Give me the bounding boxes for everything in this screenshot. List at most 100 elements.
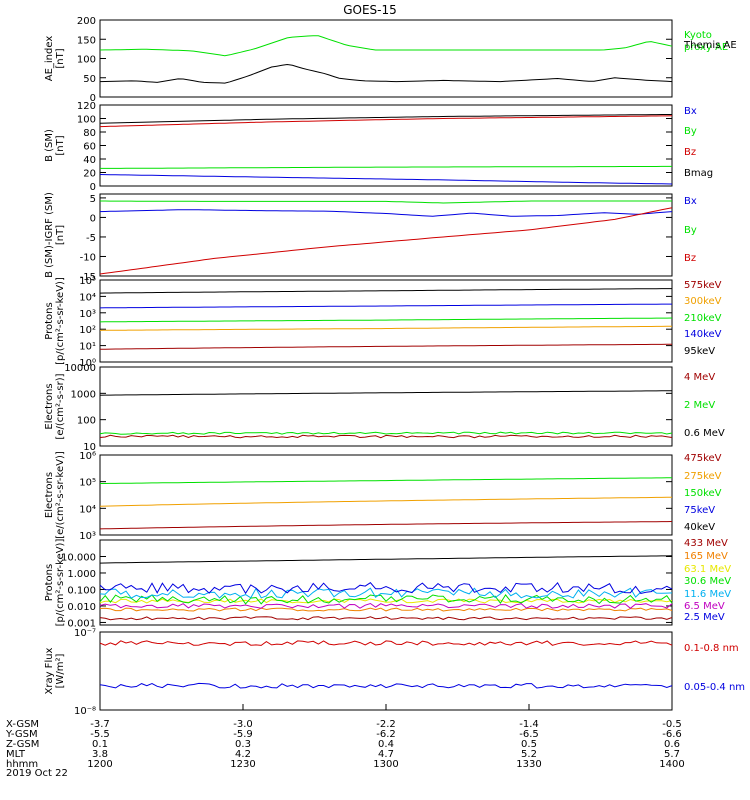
legend-entry: 11.6 MeV (684, 589, 731, 600)
y-tick-label: 10³ (79, 531, 96, 542)
ephemeris-value: 1230 (230, 759, 255, 770)
y-tick-label: 100 (77, 416, 96, 427)
series-line-475kev (99, 521, 673, 530)
legend-entry: 2 MeV (684, 400, 715, 411)
panel-frame (99, 279, 673, 363)
legend-entry: By (684, 225, 697, 236)
legend-entry: Bx (684, 106, 697, 117)
y-tick-label: 20 (83, 169, 96, 180)
legend-entry: By (684, 126, 697, 137)
legend-entry: 4 MeV (684, 372, 715, 383)
series-line-2-mev (99, 431, 673, 435)
ephemeris-value: -3.0 (233, 719, 253, 730)
y-tick-label: 0.100 (67, 585, 96, 596)
ephemeris-row-label: Y-GSM (5, 729, 38, 740)
legend-entry: 475keV (684, 453, 722, 464)
y-tick-label: 0.010 (67, 602, 96, 613)
series-line-2-5-mev-total (99, 555, 673, 564)
ephemeris-value: 0.3 (235, 739, 251, 750)
panel-xray: 10⁻⁸ 10⁻⁷ Xray Flux [W/m²] 0.1-0.8 nm 0.05-0.… (44, 628, 745, 717)
ephemeris-value: 1300 (373, 759, 398, 770)
legend-entry: 140keV (684, 329, 722, 340)
y-axis-label: [e/(cm²-s-sr)] (55, 373, 66, 439)
y-axis-label: Electrons (44, 383, 55, 429)
ephemeris-value: -6.6 (662, 729, 682, 740)
legend-entry: 150keV (684, 488, 722, 499)
ephemeris-row-label: MLT (6, 749, 26, 760)
legend-entry: 433 MeV (684, 538, 728, 549)
y-tick-label: 0.001 (67, 618, 96, 629)
legend-entry: 300keV (684, 296, 722, 307)
legend-entry: 63.1 MeV (684, 564, 731, 575)
series-line-433-mev (99, 616, 673, 621)
x-axis-ephemeris: X-GSM -3.7 -3.0 -2.2 -1.4 -0.5 Y-GSM -5.5 -5.9 -6… (5, 704, 685, 770)
y-tick-label: 10⁰ (79, 358, 96, 369)
series-line-bz (99, 115, 673, 128)
y-tick-label: 10⁴ (79, 504, 96, 515)
y-tick-label: 10⁻⁸ (74, 706, 96, 717)
series-line-0-1-0-8-nm (99, 640, 673, 647)
series-line-150kev (100, 477, 672, 484)
legend-entry: Themis AE (683, 40, 737, 51)
y-axis-label: [p/(cm²-s-sr-keV)] (55, 277, 66, 365)
ephemeris-value: -5.5 (90, 729, 110, 740)
panel-protons_mev: 0.001 0.010 0.100 1.000 10.000 Protons [p/(cm²… (44, 538, 731, 629)
y-axis-label: B (SM)-IGRF (SM) (44, 192, 55, 278)
ephemeris-value: -0.5 (662, 719, 682, 730)
ephemeris-value: 0.6 (664, 739, 680, 750)
series-line-30-6-mev (99, 594, 673, 605)
legend-entry: 2.5 MeV (684, 612, 725, 623)
legend-entry: 575keV (684, 280, 722, 291)
panel-electrons_kev: 10³ 10⁴ 10⁵ 10⁶ Electrons [e/(cm²-s-sr-keV)] 4… (44, 451, 722, 542)
series-line-140kev (99, 303, 672, 309)
y-tick-label: 60 (83, 142, 96, 153)
y-tick-label: 10¹ (79, 342, 96, 353)
ephemeris-value: 0.1 (92, 739, 108, 750)
y-tick-label: 50 (83, 74, 96, 85)
series-line-165-mev (99, 607, 673, 612)
y-axis-label: [nT] (55, 135, 66, 155)
series-line-275kev (99, 496, 672, 507)
legend-entry: 275keV (684, 471, 722, 482)
panel-electrons_mev: 10 100 1000 10000 Electrons [e/(cm²-s-sr)] 4 M… (44, 363, 725, 453)
y-axis-label: Electrons (44, 472, 55, 518)
series-line-0-6-mev (99, 390, 672, 396)
legend-entry: 6.5 MeV (684, 601, 725, 612)
ephemeris-value: -6.5 (519, 729, 539, 740)
ephemeris-row-label: hhmm (6, 759, 38, 770)
y-axis-label: Protons (44, 564, 55, 601)
series-line-bmag (99, 114, 672, 124)
y-tick-label: 200 (77, 16, 96, 27)
panel-bsm: 0 20 40 60 80 100 120 B (SM) [nT] Bx By Bz Bmag (44, 101, 713, 193)
ephemeris-value: 0.5 (521, 739, 537, 750)
legend-entry: Bx (684, 196, 697, 207)
legend-entry: Bz (684, 253, 696, 264)
ephemeris-value: -5.9 (233, 729, 253, 740)
y-tick-label: 10.000 (61, 552, 96, 563)
series-line-themis-ae (99, 63, 673, 84)
y-axis-label: [nT] (55, 225, 66, 245)
ephemeris-value: 5.2 (521, 749, 537, 760)
legend-entry: 0.1-0.8 nm (684, 643, 739, 654)
panel-bigrf: -15 -10 -5 0 5 B (SM)-IGRF (SM) [nT] Bx By Bz (44, 192, 697, 283)
y-axis-label: Protons (44, 302, 55, 339)
ephemeris-value: -1.4 (519, 719, 539, 730)
y-axis-label: B (SM) (44, 129, 55, 162)
series-line-bx (99, 209, 673, 217)
y-tick-label: 150 (77, 35, 96, 46)
y-tick-label: 10⁵ (79, 276, 96, 287)
y-tick-label: 0 (90, 213, 96, 224)
y-axis-label: [nT] (55, 48, 66, 68)
ephemeris-value: 4.2 (235, 749, 251, 760)
panel-frame (99, 193, 673, 277)
ephemeris-value: 5.7 (664, 749, 680, 760)
legend-entry: 210keV (684, 313, 722, 324)
ephemeris-value: -6.2 (376, 729, 396, 740)
series-line-6-5-mev (99, 602, 673, 609)
panel-frame (99, 454, 673, 536)
legend-entry: 95keV (684, 346, 715, 357)
series-line-95kev (99, 288, 672, 294)
y-tick-label: 10⁶ (79, 451, 96, 462)
